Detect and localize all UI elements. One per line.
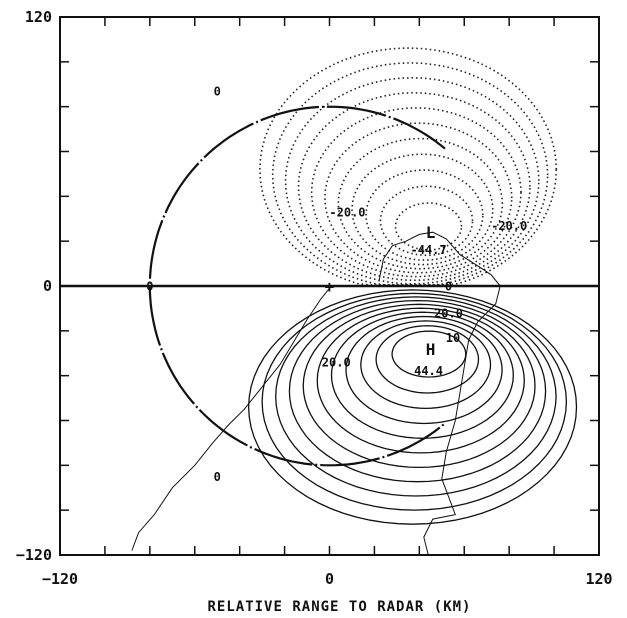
contour-labels: 0 0 0 -20.0 -20.0 0 20.0 20.0 10 xyxy=(146,84,527,484)
center-min-label: L xyxy=(426,223,436,242)
x-tick-label: 120 xyxy=(585,570,612,588)
x-tick-label: 0 xyxy=(325,570,334,588)
tick-labels: −120 0 120 120 0 −120 xyxy=(16,8,613,588)
positive-contour xyxy=(275,296,557,497)
y-tick-label: 0 xyxy=(43,277,52,295)
positive-contour xyxy=(247,289,578,525)
x-tick-label: −120 xyxy=(42,570,78,588)
negative-contour xyxy=(394,202,463,251)
contour-label: -20.0 xyxy=(329,206,365,220)
contour-label: 20.0 xyxy=(434,306,463,320)
positive-contour xyxy=(375,325,480,394)
positive-contour xyxy=(288,299,547,483)
positive-contour xyxy=(360,320,492,410)
x-axis-title: RELATIVE RANGE TO RADAR (KM) xyxy=(207,599,471,615)
center-max-label: H xyxy=(426,340,436,359)
negative-contour xyxy=(324,122,513,274)
axis-ticks xyxy=(59,16,600,556)
positive-contour xyxy=(302,303,536,469)
positive-contour xyxy=(330,311,514,439)
coastline-west xyxy=(131,287,330,551)
coastline xyxy=(131,231,501,556)
center-markers: L-44.7 H 44.4 + xyxy=(325,223,447,378)
y-tick-label: −120 xyxy=(16,546,52,564)
center-max-value: 44.4 xyxy=(414,364,443,378)
negative-contour xyxy=(365,169,484,261)
y-tick-label: 120 xyxy=(25,8,52,26)
contour-label: 0 xyxy=(214,470,221,484)
contour-label: 10 xyxy=(446,331,460,345)
center-min-value: -44.7 xyxy=(411,243,447,257)
contour-label: -20.0 xyxy=(491,219,527,233)
contour-label: 0 xyxy=(445,279,452,293)
contour-label: 0 xyxy=(214,84,221,98)
negative-contour xyxy=(297,91,531,282)
negative-contour xyxy=(351,153,494,266)
negative-contour xyxy=(284,76,540,285)
contour-lines xyxy=(247,47,578,525)
coastline-east xyxy=(378,231,501,556)
negative-contour xyxy=(259,47,558,286)
positive-contour xyxy=(261,292,568,511)
negative-contour xyxy=(379,185,474,257)
negative-contour xyxy=(310,107,522,278)
positive-contour xyxy=(316,307,525,454)
contour-label: 0 xyxy=(146,279,153,293)
positive-contour xyxy=(391,330,467,378)
radar-marker: + xyxy=(325,277,335,296)
positive-contour xyxy=(345,315,503,425)
contour-label: 20.0 xyxy=(322,356,351,370)
